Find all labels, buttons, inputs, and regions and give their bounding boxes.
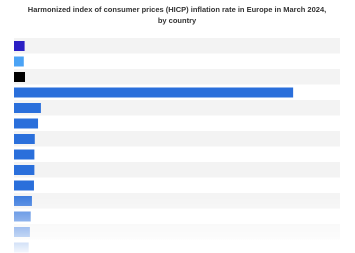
row-stripe (14, 69, 340, 85)
bar (14, 134, 35, 144)
bar (14, 72, 26, 82)
row-stripe (14, 38, 340, 54)
bar (14, 149, 35, 160)
bar (14, 165, 35, 175)
bar (14, 103, 41, 113)
bar (14, 118, 39, 129)
row-stripe (14, 131, 340, 147)
row-stripe (14, 162, 340, 178)
fade-overlay (0, 190, 355, 253)
bar (14, 41, 25, 51)
bar (14, 87, 294, 98)
row-stripe (14, 100, 340, 116)
bar (14, 56, 24, 67)
chart-title: Harmonized index of consumer prices (HIC… (28, 5, 326, 25)
bar (14, 180, 34, 191)
